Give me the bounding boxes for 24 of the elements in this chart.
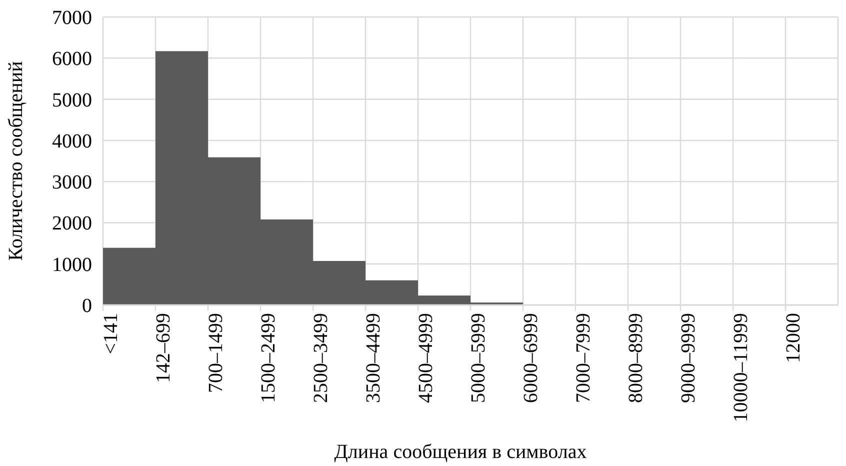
y-tick-label: 5000 (52, 89, 92, 112)
x-axis-title: Длина сообщения в символах (334, 441, 587, 463)
x-tick-label: 5000–5999 (468, 313, 490, 403)
x-tick-label: 12000 (782, 313, 804, 363)
x-tick-label: 1500–2499 (258, 313, 280, 403)
y-axis-title: Количество сообщений (5, 60, 27, 261)
x-tick-label: 2500–3499 (310, 313, 332, 403)
y-tick-label: 7000 (52, 7, 92, 29)
y-tick-label: 1000 (52, 254, 92, 276)
x-tick-label: 142–699 (152, 313, 174, 383)
x-tick-label: <141 (100, 313, 122, 354)
x-tick-label: 3500–4499 (362, 313, 384, 403)
y-tick-label: 2000 (52, 212, 92, 235)
x-tick-label: 700–1499 (205, 313, 227, 393)
x-tick-label: 4500–4999 (415, 313, 437, 403)
x-tick-label: 8000–8999 (625, 313, 647, 403)
y-tick-label: 3000 (52, 172, 92, 194)
y-tick-label: 6000 (52, 48, 92, 70)
x-tick-label: 9000–9999 (678, 313, 700, 403)
x-tick-label: 10000–11999 (730, 313, 752, 422)
y-tick-label: 4000 (52, 130, 92, 152)
y-tick-label: 0 (82, 295, 92, 317)
x-tick-label: 6000–6999 (520, 313, 542, 403)
x-tick-label: 7000–7999 (572, 313, 594, 403)
